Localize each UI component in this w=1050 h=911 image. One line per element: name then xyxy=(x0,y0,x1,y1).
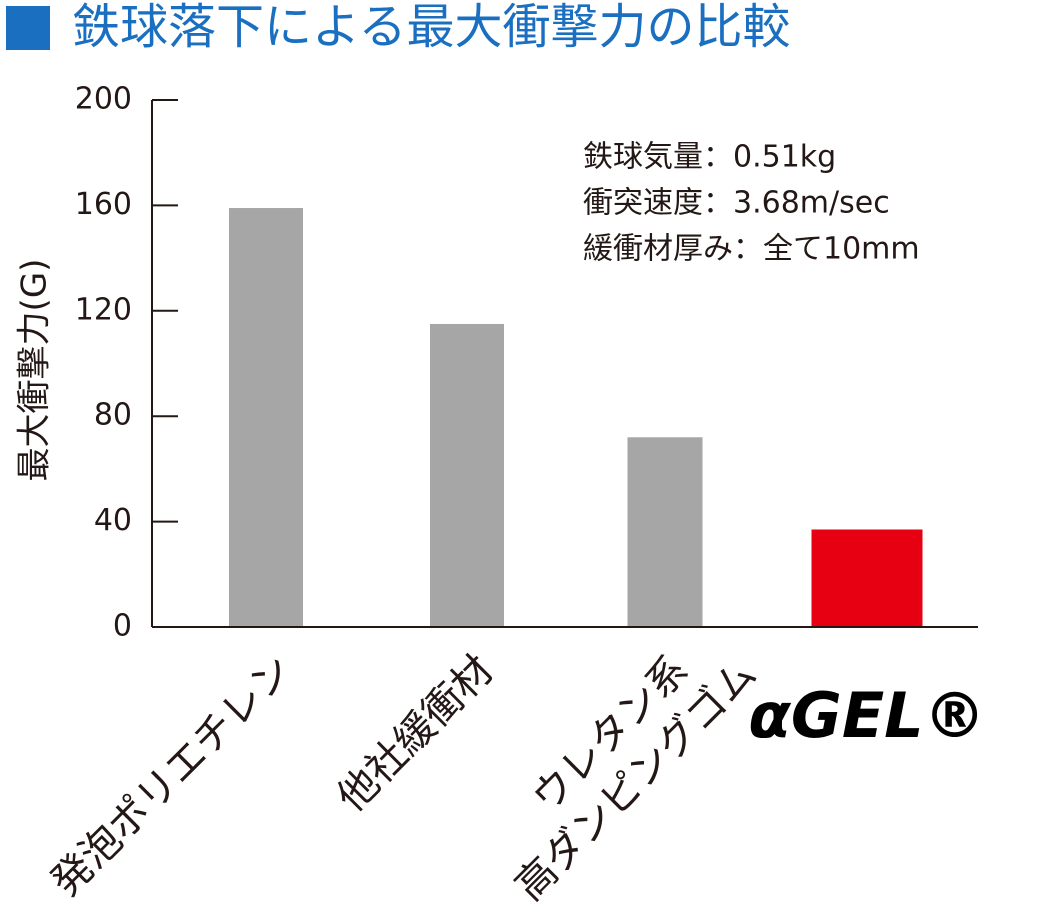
annotation: 衝突速度：3.68m/sec xyxy=(583,186,890,221)
bar xyxy=(627,437,703,627)
bar xyxy=(430,323,504,627)
y-tick-label: 40 xyxy=(94,503,132,538)
y-tick-label: 200 xyxy=(75,82,132,117)
y-axis-label: 最大衝撃力(G) xyxy=(15,259,55,482)
y-tick-label: 0 xyxy=(113,609,132,644)
y-tick-label: 160 xyxy=(75,187,132,222)
y-tick-label: 120 xyxy=(75,292,132,327)
bar xyxy=(811,529,923,627)
y-tick-label: 80 xyxy=(94,398,132,433)
x-tick-label: 他社緩衝材 xyxy=(328,647,502,821)
annotation: 緩衝材厚み：全て10mm xyxy=(583,232,920,267)
bar xyxy=(229,208,303,627)
title-marker xyxy=(6,6,50,50)
x-tick-label: 発泡ポリエチレン xyxy=(43,647,302,906)
chart-title: 鉄球落下による最大衝撃力の比較 xyxy=(72,0,791,55)
x-tick-label: αGEL® xyxy=(748,679,985,752)
annotation: 鉄球気量：0.51kg xyxy=(583,140,836,175)
